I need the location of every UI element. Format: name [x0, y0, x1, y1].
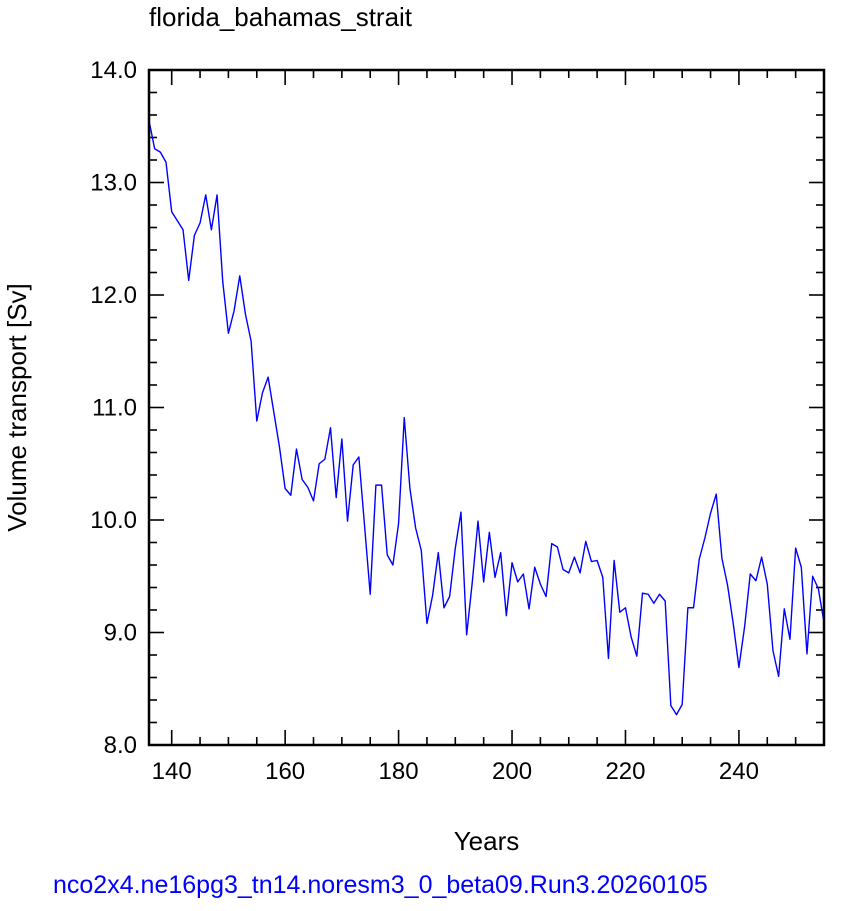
x-tick-label: 240 — [719, 758, 759, 785]
y-tick-label: 10.0 — [90, 507, 137, 534]
chart-title: florida_bahamas_strait — [149, 2, 413, 32]
y-tick-label: 11.0 — [92, 395, 137, 422]
run-id-footer: nco2x4.ne16pg3_tn14.noresm3_0_beta09.Run… — [53, 871, 708, 899]
series-line — [148, 120, 825, 716]
tick-labels: 140 160 180 200 220 240 8.0 9.0 10.0 11.0 12.0 13.0… — [90, 57, 759, 785]
y-tick-label: 13.0 — [90, 170, 137, 197]
x-tick-label: 200 — [492, 758, 532, 785]
y-axis-label: Volume transport [Sv] — [2, 283, 32, 532]
y-tick-label: 12.0 — [90, 282, 137, 309]
y-tick-label: 14.0 — [90, 57, 137, 84]
x-tick-label: 140 — [152, 758, 192, 785]
x-tick-label: 180 — [379, 758, 419, 785]
x-axis-label: Years — [454, 826, 520, 856]
y-tick-label: 8.0 — [104, 732, 137, 759]
x-tick-label: 160 — [265, 758, 305, 785]
y-tick-label: 9.0 — [104, 620, 137, 647]
plot-frame — [147, 68, 826, 747]
x-tick-label: 220 — [605, 758, 645, 785]
axis-ticks — [149, 69, 825, 746]
